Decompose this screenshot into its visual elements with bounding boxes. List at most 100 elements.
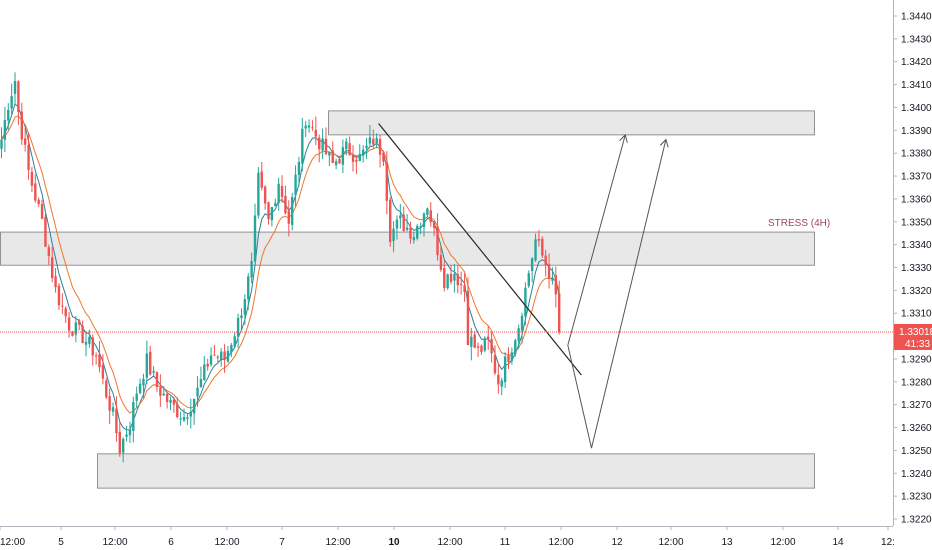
candle-body <box>426 208 429 216</box>
y-tick-label: 1.33300 <box>901 263 932 274</box>
candle-body <box>98 354 101 368</box>
candle-body <box>169 399 172 403</box>
candle-body <box>436 226 439 256</box>
candle-body <box>409 227 412 239</box>
candle-body <box>27 144 30 170</box>
x-tick-label: 6 <box>168 537 174 548</box>
candle-body <box>172 399 176 405</box>
y-tick-label: 1.32500 <box>901 446 932 457</box>
candle-body <box>422 213 426 228</box>
supply-zone <box>328 110 815 136</box>
candle-body <box>429 210 432 223</box>
candle-body <box>71 331 74 336</box>
zones-layer: STRESS (4H) <box>0 110 830 489</box>
candle-body <box>149 351 152 375</box>
candle-body <box>487 336 490 339</box>
candle-body <box>453 273 456 281</box>
candle-body <box>345 141 348 149</box>
candle-body <box>20 111 23 140</box>
candle-body <box>443 267 446 289</box>
y-tick-label: 1.33900 <box>901 126 932 137</box>
candle-body <box>84 341 88 345</box>
projection-path-1 <box>567 133 628 346</box>
candle-body <box>105 380 108 398</box>
candle-body <box>243 299 247 315</box>
y-tick-label: 1.32700 <box>901 400 932 411</box>
x-tick-label: 14 <box>832 537 844 548</box>
candle-body <box>121 438 125 453</box>
x-tick-label: 13 <box>721 537 733 548</box>
candle-body <box>463 285 466 292</box>
moving-averages <box>1 103 560 431</box>
price-tag-value: 1.33018 <box>899 327 932 338</box>
candle-body <box>365 145 368 149</box>
candle-body <box>277 183 280 204</box>
candle-body <box>480 345 483 353</box>
candle-body <box>182 417 186 421</box>
candle-body <box>142 378 145 386</box>
candle-body <box>108 396 111 411</box>
candle-body <box>213 354 216 356</box>
candle-body <box>456 274 459 286</box>
candle-body <box>267 202 270 220</box>
y-tick-label: 1.33800 <box>901 149 932 160</box>
x-tick-label: 12:00 <box>548 537 573 548</box>
candle-body <box>64 308 67 317</box>
price-axis[interactable]: 1.34400 1.34300 1.34200 1.34100 1.34000 1.339… <box>893 12 932 526</box>
candle-body <box>432 222 436 228</box>
candle-body <box>189 411 192 417</box>
candle-body <box>94 355 98 357</box>
y-tick-label: 1.32200 <box>901 515 932 526</box>
candle-body <box>250 260 253 278</box>
candle-body <box>459 284 463 286</box>
ma-line-fast <box>1 103 560 431</box>
candle-body <box>510 352 514 361</box>
candle-body <box>294 174 297 196</box>
candle-body <box>554 275 558 295</box>
candle-body <box>537 238 541 241</box>
candle-body <box>439 255 443 270</box>
candle-body <box>503 356 507 383</box>
candle-body <box>449 273 453 282</box>
candle-body <box>318 137 321 150</box>
candle-body <box>216 356 220 358</box>
candle-body <box>551 277 554 281</box>
candle-body <box>416 225 419 239</box>
candle-body <box>162 393 165 396</box>
candle-body <box>392 228 395 242</box>
candle-body <box>321 138 324 151</box>
y-tick-label: 1.33500 <box>901 217 932 228</box>
y-tick-label: 1.33400 <box>901 240 932 251</box>
candle-body <box>493 355 497 374</box>
candle-body <box>230 344 233 353</box>
candle-body <box>395 219 399 229</box>
candle-body <box>470 336 473 347</box>
candle-body <box>385 162 389 201</box>
candle-body <box>405 227 409 230</box>
drawings <box>378 123 669 449</box>
candle-body <box>507 354 510 363</box>
candle-body <box>358 153 361 162</box>
candle-body <box>361 149 365 156</box>
candle-body <box>328 152 331 156</box>
y-tick-label: 1.32400 <box>901 469 932 480</box>
y-tick-label: 1.33700 <box>901 172 932 183</box>
stress-zone <box>0 231 815 266</box>
candle-body <box>378 139 382 155</box>
time-axis[interactable]: 12:00 5 12:00 6 12:00 7 12:00 10 12:00 11 12:00 12 1… <box>0 526 895 548</box>
candle-body <box>530 258 534 272</box>
candle-body <box>534 239 537 261</box>
candle-body <box>192 398 196 414</box>
candle-body <box>274 203 277 207</box>
y-tick-label: 1.33600 <box>901 194 932 205</box>
candle-body <box>287 211 290 224</box>
candle-body <box>304 125 307 129</box>
candle-body <box>476 346 480 348</box>
y-tick-label: 1.32300 <box>901 492 932 503</box>
candle-body <box>253 215 257 262</box>
candle-body <box>209 355 213 365</box>
x-tick-label: 12:00 <box>102 537 127 548</box>
x-tick-label: 5 <box>58 537 64 548</box>
price-tag-bg <box>894 323 932 350</box>
